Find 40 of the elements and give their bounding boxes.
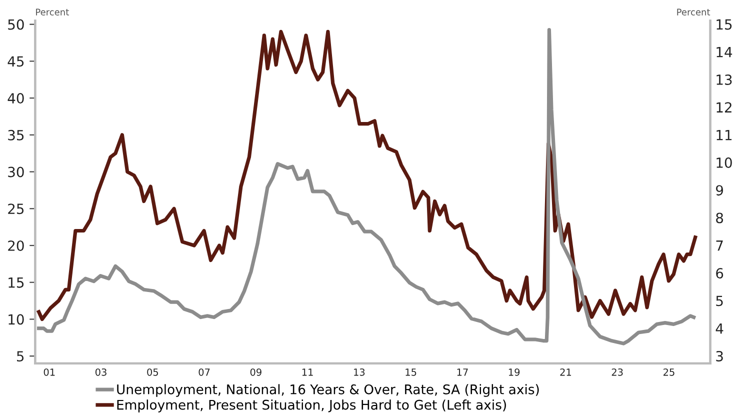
y2-axis-title: Percent — [677, 8, 710, 16]
y-tick-label: 20 — [8, 240, 24, 251]
y2-tick-label: 13 — [716, 74, 732, 86]
y-tick-label: 25 — [8, 204, 24, 214]
x-tick-label: 13 — [354, 368, 365, 376]
y2-tick-label: 10 — [716, 157, 732, 168]
y2-tick-label: 8 — [716, 212, 724, 224]
y-tick-label: 5 — [17, 351, 24, 362]
y2-tick-label: 6 — [716, 268, 724, 279]
x-tick-label: 25 — [664, 368, 674, 376]
y2-tick-label: 7 — [716, 240, 723, 251]
x-tick-label: 23 — [612, 368, 623, 376]
x-tick-label: 11 — [302, 368, 313, 376]
y2-tick-label: 12 — [716, 102, 732, 112]
x-tick-label: 03 — [95, 368, 106, 376]
y2-tick-label: 11 — [716, 130, 732, 140]
y-tick-label: 30 — [8, 166, 24, 178]
x-tick-label: 01 — [44, 368, 55, 376]
x-tick-label: 09 — [250, 368, 262, 376]
x-tick-label: 19 — [508, 368, 520, 376]
legend-label: Employment, Present Situation, Jobs Hard to Get (Left axis) — [117, 400, 506, 412]
x-tick-label: 21 — [560, 368, 571, 376]
y-tick-label: 45 — [8, 56, 24, 67]
y2-tick-label: 15 — [716, 19, 732, 30]
y-tick-label: 35 — [8, 130, 24, 140]
x-tick-label: 15 — [406, 368, 416, 376]
y-axis-title: Percent — [36, 8, 69, 16]
y-tick-label: 15 — [8, 278, 24, 288]
y2-tick-label: 4 — [716, 323, 724, 334]
y2-tick-label: 9 — [716, 185, 723, 196]
x-tick-label: 17 — [457, 368, 468, 376]
y2-tick-label: 3 — [716, 350, 723, 362]
y-tick-label: 40 — [8, 93, 24, 104]
x-tick-label: 07 — [198, 368, 210, 376]
y2-tick-label: 14 — [716, 47, 732, 58]
y2-tick-label: 5 — [716, 296, 723, 306]
y-tick-label: 10 — [8, 314, 24, 325]
y-tick-label: 50 — [8, 19, 24, 30]
x-tick-label: 05 — [147, 368, 158, 376]
legend-label: Unemployment, National, 16 Years & Over, Rate, SA (Right axis) — [117, 384, 539, 397]
